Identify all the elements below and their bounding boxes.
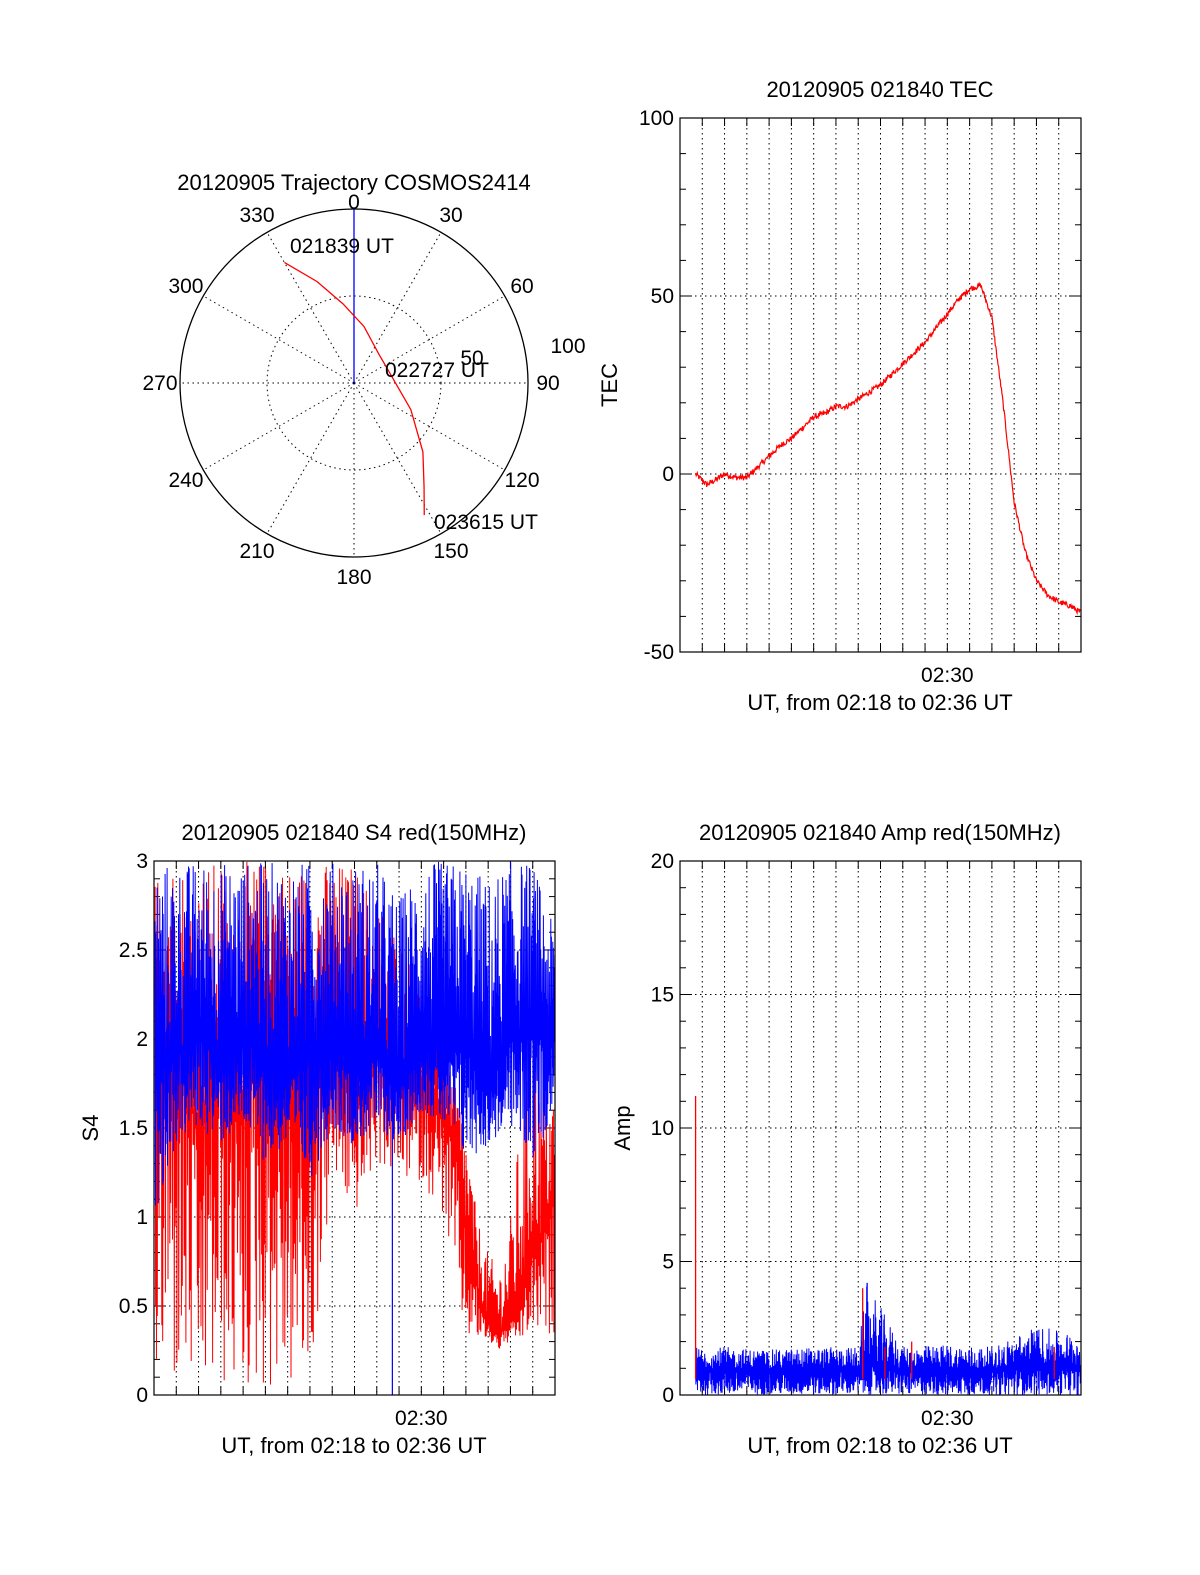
- polar-angle-label: 240: [168, 469, 203, 492]
- s4-y-axis-label: S4: [78, 1115, 103, 1142]
- tec-series-line: [695, 281, 1081, 616]
- polar-angle-label: 180: [336, 566, 371, 589]
- polar-angle-label: 330: [239, 204, 274, 227]
- s4-x-axis-label: UT, from 02:18 to 02:36 UT: [221, 1433, 486, 1458]
- s4-y-tick-labels: 0 0.5 1 1.5 2 2.5 3: [119, 850, 148, 1407]
- amp-grid: [680, 860, 1081, 1396]
- polar-angle-label: 60: [510, 275, 533, 298]
- s4-blue-series-line: [154, 861, 555, 1206]
- tec-grid: [680, 117, 1081, 653]
- s4-plot-frame: [153, 860, 556, 1396]
- s4-title: 20120905 021840 S4 red(150MHz): [182, 820, 527, 845]
- polar-spoke: [353, 295, 505, 384]
- amp-series: [694, 1095, 1082, 1396]
- tec-plot-frame: [679, 117, 1082, 653]
- polar-spoke: [353, 382, 505, 471]
- amp-x-axis-label: UT, from 02:18 to 02:36 UT: [747, 1433, 1012, 1458]
- polar-angle-label: 150: [433, 540, 468, 563]
- polar-spoke: [353, 382, 442, 534]
- tec-y-tick-labels: -50 0 50 100: [639, 107, 674, 664]
- amp-y-tick-label: 15: [651, 984, 674, 1007]
- polar-angle-label: 90: [536, 372, 559, 395]
- polar-spoke: [266, 382, 355, 534]
- trajectory-end-label: 023615 UT: [434, 511, 538, 534]
- trajectory-start-label: 021839 UT: [290, 235, 394, 258]
- s4-y-tick-label: 0.5: [119, 1295, 148, 1318]
- s4-series: [154, 861, 555, 1395]
- amp-y-tick-labels: 0 5 10 15 20: [651, 850, 674, 1407]
- s4-x-tick-label: 02:30: [395, 1407, 448, 1430]
- tec-y-tick-label: 50: [651, 285, 674, 308]
- tec-y-axis-label: TEC: [597, 363, 622, 407]
- s4-y-tick-label: 1: [136, 1206, 148, 1229]
- tec-x-axis-label: UT, from 02:18 to 02:36 UT: [747, 690, 1012, 715]
- s4-panel: 20120905 021840 S4 red(150MHz) 0 0.5 1 1.5 2…: [78, 820, 556, 1458]
- s4-y-tick-label: 1.5: [119, 1117, 148, 1140]
- polar-title: 20120905 Trajectory COSMOS2414: [177, 170, 530, 195]
- amp-y-tick-label: 0: [662, 1384, 674, 1407]
- polar-angle-label: 300: [168, 275, 203, 298]
- trajectory-middle-label: 022727 UT: [385, 359, 489, 382]
- amp-y-tick-label: 10: [651, 1117, 674, 1140]
- polar-spoke: [353, 232, 442, 384]
- polar-angle-label: 270: [142, 372, 177, 395]
- amp-blue-series-line: [695, 1286, 1082, 1396]
- polar-outer-circle: [179, 208, 529, 558]
- amp-y-tick-label: 5: [662, 1251, 674, 1274]
- amp-plot-frame: [679, 860, 1082, 1396]
- polar-spoke: [203, 382, 355, 471]
- amp-y-axis-label: Amp: [610, 1105, 635, 1150]
- tec-panel: 20120905 021840 TEC -50 0 50 100 02:30 UT, …: [597, 77, 1082, 715]
- amp-panel: 20120905 021840 Amp red(150MHz) 0 5 10 15 20…: [610, 820, 1082, 1458]
- polar-trajectory-panel: 20120905 Trajectory COSMOS2414 0 30 60 90 12…: [142, 170, 585, 589]
- s4-y-tick-label: 3: [136, 850, 148, 873]
- s4-y-tick-label: 0: [136, 1384, 148, 1407]
- polar-angle-labels: 0 30 60 90 120 150 180 210 240 270 300 330: [142, 191, 559, 589]
- polar-radius-label-100: 100: [550, 335, 585, 358]
- trajectory-line: [284, 261, 425, 516]
- tec-title: 20120905 021840 TEC: [766, 77, 993, 102]
- polar-grid: [180, 209, 528, 557]
- tec-y-tick-label: -50: [644, 641, 674, 664]
- tec-series: [695, 281, 1081, 616]
- amp-x-tick-label: 02:30: [921, 1407, 974, 1430]
- polar-angle-label: 120: [504, 469, 539, 492]
- amp-title: 20120905 021840 Amp red(150MHz): [699, 820, 1061, 845]
- s4-y-tick-label: 2: [136, 1028, 148, 1051]
- tec-y-tick-label: 0: [662, 463, 674, 486]
- polar-spoke: [203, 295, 355, 384]
- amp-y-tick-label: 20: [651, 850, 674, 873]
- polar-angle-label: 0: [348, 191, 360, 214]
- tec-y-tick-label: 100: [639, 107, 674, 130]
- tec-x-tick-label: 02:30: [921, 664, 974, 687]
- polar-spoke: [266, 232, 355, 384]
- s4-y-tick-label: 2.5: [119, 939, 148, 962]
- polar-angle-label: 210: [239, 540, 274, 563]
- polar-angle-label: 30: [439, 204, 462, 227]
- polar-grid-circle-50: [266, 295, 442, 471]
- polar-radius-label-50: 50: [460, 347, 483, 370]
